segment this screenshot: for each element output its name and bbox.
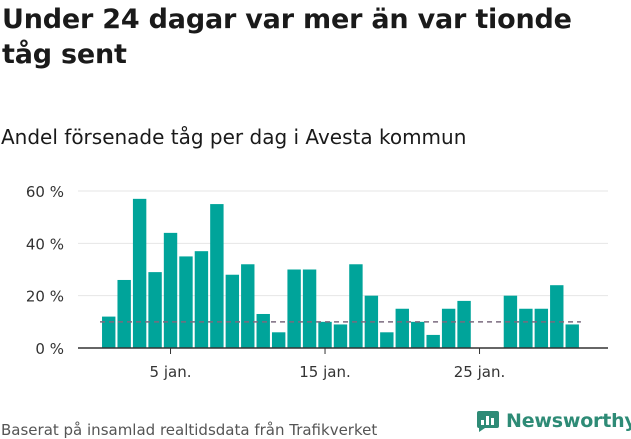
bar bbox=[411, 321, 425, 348]
bar bbox=[503, 295, 518, 348]
bar bbox=[132, 198, 147, 348]
bar bbox=[241, 264, 255, 348]
y-tick-label: 0 % bbox=[35, 340, 64, 358]
bar bbox=[534, 308, 549, 348]
bar bbox=[457, 300, 471, 348]
bar bbox=[565, 324, 579, 348]
bar bbox=[271, 332, 286, 348]
bar bbox=[256, 313, 270, 348]
chart-title: Under 24 dagar var mer än var tionde tåg… bbox=[2, 4, 572, 70]
bar bbox=[163, 232, 178, 348]
bar bbox=[318, 321, 332, 348]
brand-name: Newsworthy bbox=[506, 410, 631, 432]
bar bbox=[117, 279, 131, 348]
bar bbox=[380, 332, 394, 348]
bar bbox=[287, 269, 301, 348]
bar bbox=[550, 285, 564, 348]
x-tick-label: 25 jan. bbox=[454, 363, 506, 381]
bar bbox=[148, 272, 162, 348]
bar bbox=[210, 204, 224, 348]
source-note: Baserat på insamlad realtidsdata från Tr… bbox=[1, 421, 378, 439]
y-tick-label: 40 % bbox=[26, 235, 64, 253]
y-tick-label: 20 % bbox=[26, 288, 64, 306]
bar bbox=[395, 308, 409, 348]
bar bbox=[426, 334, 440, 348]
x-tick-label: 5 jan. bbox=[150, 363, 192, 381]
chart-subtitle: Andel försenade tåg per dag i Avesta kom… bbox=[1, 125, 467, 149]
newsworthy-logo-icon bbox=[477, 411, 499, 432]
brand-logo: Newsworthy bbox=[476, 409, 631, 433]
bar bbox=[225, 274, 240, 348]
bar-chart: 0 % 20 % 40 % 60 % 5 jan. 15 jan. 25 jan. bbox=[26, 183, 608, 381]
bar bbox=[349, 264, 363, 348]
bar bbox=[302, 269, 317, 348]
bar bbox=[519, 308, 533, 348]
y-tick-label: 60 % bbox=[26, 183, 64, 201]
bar bbox=[179, 256, 193, 348]
bar bbox=[194, 251, 209, 348]
x-tick-label: 15 jan. bbox=[299, 363, 351, 381]
bar bbox=[102, 316, 116, 348]
bar bbox=[333, 324, 348, 348]
bar bbox=[441, 308, 456, 348]
